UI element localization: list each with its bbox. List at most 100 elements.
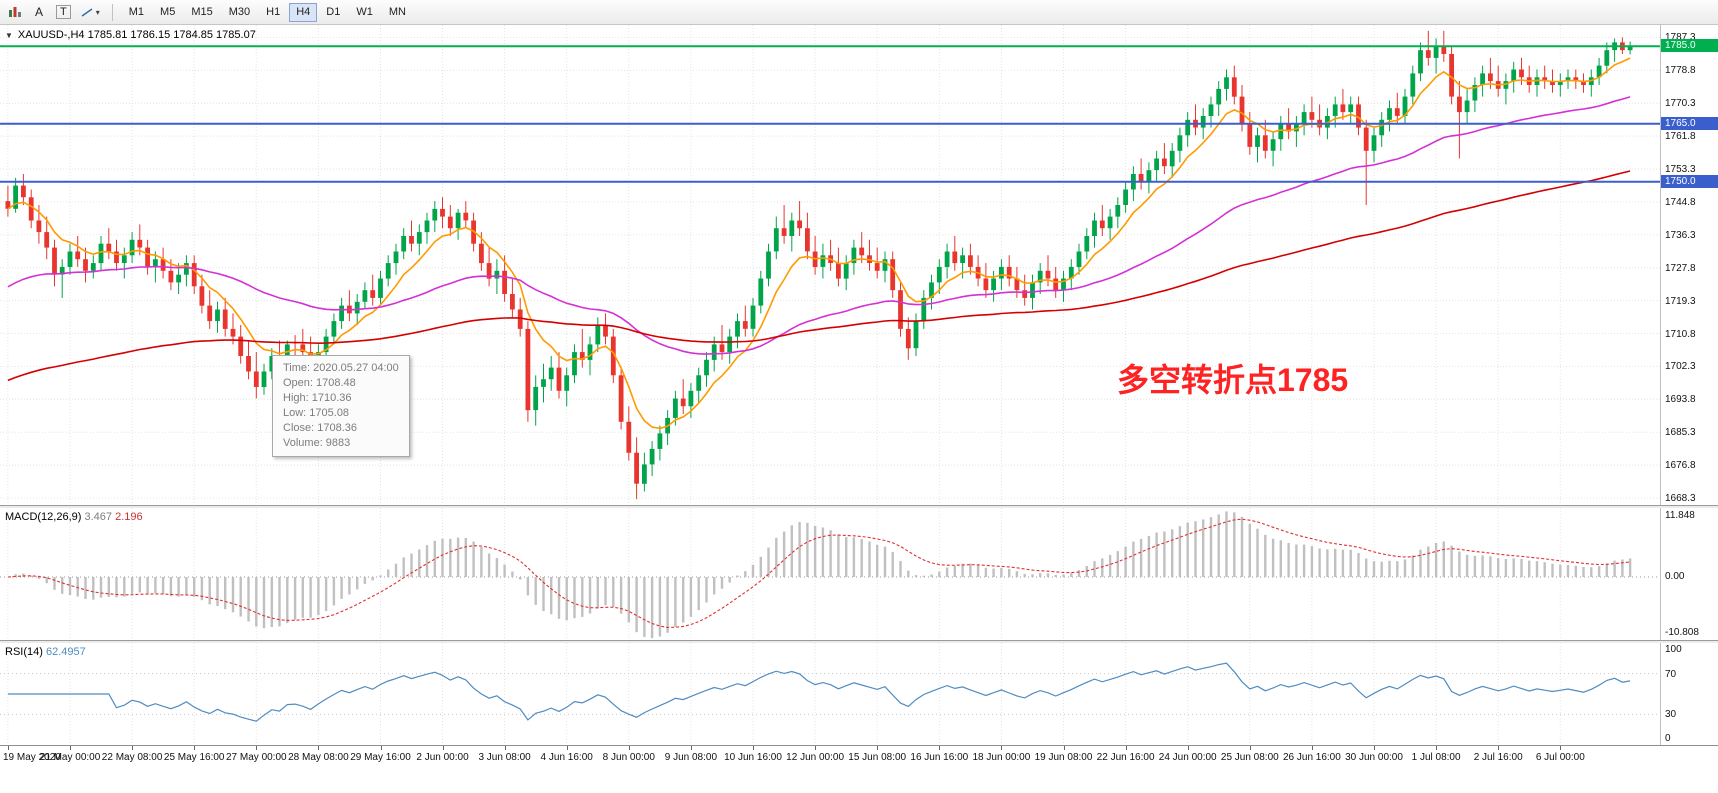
toolbar-separator xyxy=(111,3,113,21)
macd-panel[interactable]: 11.848 0.00 -10.808 MACD(12,26,9) 3.467 2.… xyxy=(0,508,1718,640)
time-tick xyxy=(318,746,320,750)
panel-divider[interactable] xyxy=(0,640,1718,643)
time-tick xyxy=(504,746,506,750)
price-tick-label: 1736.3 xyxy=(1665,230,1696,241)
time-tick xyxy=(1560,746,1562,750)
time-axis-label: 24 Jun 00:00 xyxy=(1158,752,1217,763)
rsi-scale-label: 30 xyxy=(1665,709,1677,720)
time-tick xyxy=(194,746,196,750)
macd-name: MACD(12,26,9) xyxy=(5,511,82,523)
time-tick xyxy=(628,746,630,750)
time-tick xyxy=(690,746,692,750)
timeframe-toolbar: M1 M5 M15 M30 H1 H4 D1 W1 MN xyxy=(121,2,414,22)
symbol-ohlc-text: XAUUSD-,H4 1785.81 1786.15 1784.85 1785.… xyxy=(17,29,256,41)
time-axis-label: 18 Jun 00:00 xyxy=(972,752,1031,763)
timeframe-button-m1[interactable]: M1 xyxy=(122,3,151,22)
macd-scale-max: 11.848 xyxy=(1665,510,1695,521)
time-axis-label: 21 May 00:00 xyxy=(39,752,101,763)
price-tick-label: 1702.3 xyxy=(1665,361,1696,372)
rsi-label: RSI(14) 62.4957 xyxy=(5,646,86,658)
price-tick-label: 1676.8 xyxy=(1665,460,1696,471)
price-tick-label: 1719.3 xyxy=(1665,296,1696,307)
time-axis-label: 1 Jul 08:00 xyxy=(1411,752,1461,763)
rsi-name: RSI(14) xyxy=(5,646,43,658)
time-tick xyxy=(1498,746,1500,750)
letter-a-icon: A xyxy=(34,5,43,19)
price-line-tag: 1750.0 xyxy=(1661,175,1718,188)
time-tick xyxy=(1374,746,1375,750)
rsi-panel[interactable]: 100 70 30 0 RSI(14) 62.4957 xyxy=(0,643,1718,745)
price-chart-panel[interactable]: 1787.3 1778.8 1770.3 1761.8 1753.3 1744.8 1736… xyxy=(0,25,1718,505)
macd-axis[interactable]: 11.848 0.00 -10.808 xyxy=(1660,508,1718,640)
price-tick-label: 1710.8 xyxy=(1665,329,1696,340)
macd-scale-min: -10.808 xyxy=(1665,627,1699,638)
time-axis-label: 9 Jun 08:00 xyxy=(664,752,718,763)
timeframe-button-mn[interactable]: MN xyxy=(382,3,413,22)
timeframe-button-w1[interactable]: W1 xyxy=(349,3,380,22)
price-tick-label: 1761.8 xyxy=(1665,131,1696,142)
trendline-icon xyxy=(81,7,93,17)
rsi-value: 62.4957 xyxy=(45,646,86,658)
time-tick xyxy=(1187,746,1189,750)
time-axis-label: 22 Jun 16:00 xyxy=(1096,752,1155,763)
price-tick-label: 1668.3 xyxy=(1665,493,1696,504)
macd-chart[interactable] xyxy=(0,508,1660,640)
dropdown-caret-icon: ▾ xyxy=(95,7,100,17)
rsi-chart[interactable] xyxy=(0,643,1660,745)
time-tick xyxy=(1125,746,1127,750)
line-studies-button[interactable]: ▾ xyxy=(77,2,104,22)
time-axis-label: 29 May 16:00 xyxy=(350,752,411,763)
time-axis-label: 19 Jun 08:00 xyxy=(1034,752,1093,763)
panel-divider[interactable] xyxy=(0,505,1718,508)
label-tool-button[interactable]: T xyxy=(52,2,75,22)
collapse-triangle-icon[interactable]: ▼ xyxy=(5,30,13,40)
time-axis-label: 25 Jun 08:00 xyxy=(1220,752,1279,763)
time-tick xyxy=(256,746,258,750)
rsi-scale-label: 100 xyxy=(1665,644,1682,655)
tooltip-row: Open: 1708.48 xyxy=(283,377,356,389)
timeframe-button-h4[interactable]: H4 xyxy=(289,2,318,22)
time-tick xyxy=(132,746,134,750)
time-axis-label: 4 Jun 16:00 xyxy=(540,752,593,763)
time-tick xyxy=(442,746,444,750)
timeframe-button-m5[interactable]: M5 xyxy=(153,3,182,22)
timeframe-button-m30[interactable]: M30 xyxy=(222,3,257,22)
macd-main-value: 3.467 xyxy=(84,511,113,523)
price-tick-label: 1753.3 xyxy=(1665,164,1696,175)
tooltip-row: Volume: 9883 xyxy=(283,437,351,449)
tooltip-row: Low: 1705.08 xyxy=(283,407,350,419)
price-tick-label: 1787.3 xyxy=(1665,32,1696,43)
chart-window-button[interactable] xyxy=(4,2,26,22)
tooltip-row: Close: 1708.36 xyxy=(283,422,357,434)
tooltip-row: Time: 2020.05.27 04:00 xyxy=(283,362,399,374)
time-tick xyxy=(566,746,568,750)
time-axis[interactable]: 19 May 2020 21 May 00:00 22 May 08:00 25 Ma… xyxy=(0,745,1718,793)
candle-tooltip: Time: 2020.05.27 04:00 Open: 1708.48 High:… xyxy=(272,355,410,457)
tooltip-row: High: 1710.36 xyxy=(283,392,352,404)
time-axis-label: 2 Jun 00:00 xyxy=(416,752,469,763)
bar-chart-icon xyxy=(9,7,21,17)
candlestick-chart[interactable] xyxy=(0,25,1660,505)
toolbar: A T ▾ M1 M5 M15 M30 H1 H4 D1 W1 MN xyxy=(0,0,1718,25)
timeframe-button-h1[interactable]: H1 xyxy=(259,3,287,22)
time-axis-label: 16 Jun 16:00 xyxy=(910,752,969,763)
time-axis-label: 10 Jun 16:00 xyxy=(724,752,782,763)
time-tick xyxy=(939,746,941,750)
time-tick xyxy=(1249,746,1251,750)
rsi-axis[interactable]: 100 70 30 0 xyxy=(1660,643,1718,745)
price-axis[interactable]: 1787.3 1778.8 1770.3 1761.8 1753.3 1744.8 1736… xyxy=(1660,25,1718,505)
time-axis-label: 19 May 2020 xyxy=(3,752,61,763)
text-tool-button[interactable]: A xyxy=(28,2,50,22)
time-axis-label: 30 Jun 00:00 xyxy=(1345,752,1403,763)
time-tick xyxy=(877,746,879,750)
time-tick xyxy=(1311,746,1313,750)
time-axis-label: 25 May 16:00 xyxy=(163,752,225,763)
timeframe-button-m15[interactable]: M15 xyxy=(184,3,219,22)
time-axis-label: 3 Jun 08:00 xyxy=(478,752,531,763)
time-tick xyxy=(815,746,817,750)
macd-scale-zero: 0.00 xyxy=(1665,571,1685,582)
time-tick xyxy=(1063,746,1065,750)
timeframe-button-d1[interactable]: D1 xyxy=(319,3,347,22)
time-axis-label: 6 Jul 00:00 xyxy=(1535,752,1585,763)
